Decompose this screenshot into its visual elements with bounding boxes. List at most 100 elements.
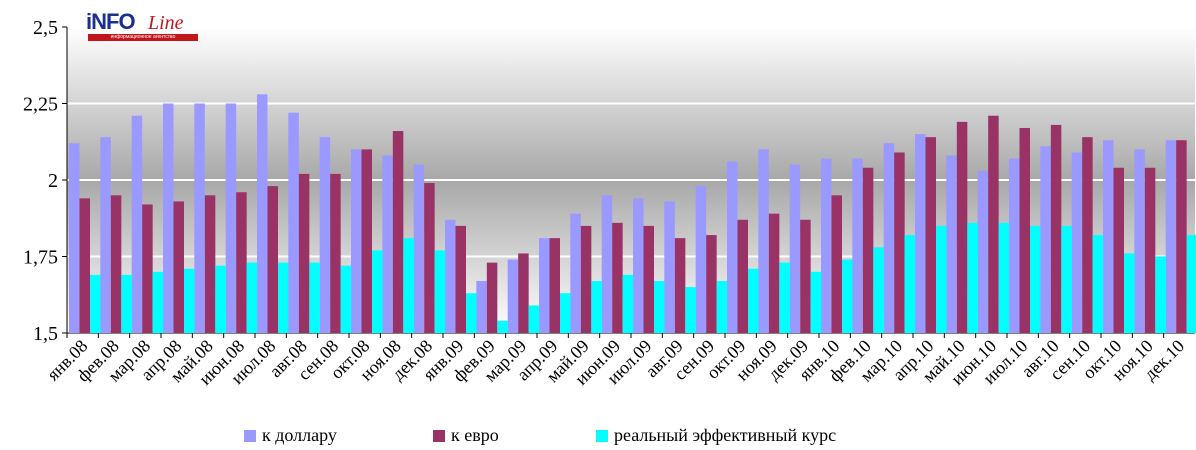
bar-effective: [779, 262, 790, 333]
bar-euro: [1176, 140, 1187, 333]
bar-effective: [748, 268, 759, 333]
bar-euro: [486, 262, 498, 333]
bar-dollar: [570, 213, 581, 333]
legend-item-effective: реальный эффективный курс: [596, 425, 836, 446]
bar-effective: [90, 274, 101, 333]
bar-effective: [936, 225, 947, 333]
bar-effective: [967, 222, 978, 333]
bar-effective: [184, 268, 195, 333]
bar-effective: [622, 274, 634, 333]
bar-effective: [560, 293, 571, 333]
bar-euro: [424, 183, 435, 333]
bar-dollar: [946, 155, 957, 333]
bar-euro: [862, 167, 874, 333]
bar-euro: [392, 131, 404, 333]
bar-euro: [580, 225, 592, 333]
bar-dollar: [1071, 152, 1083, 333]
bar-effective: [528, 305, 540, 333]
bar-euro: [142, 204, 153, 333]
y-tick-label: 2: [48, 170, 58, 192]
bar-dollar: [633, 198, 644, 333]
bar-euro: [298, 173, 310, 333]
y-tick-label: 2,5: [33, 17, 58, 39]
bar-effective: [904, 235, 916, 333]
bar-dollar: [131, 115, 143, 334]
bar-euro: [706, 235, 717, 333]
legend-label-euro: к евро: [451, 425, 499, 445]
bar-effective: [278, 262, 289, 333]
bar-effective: [1092, 235, 1104, 333]
y-tick-label: 1,75: [23, 247, 58, 269]
legend-item-dollar: к доллару: [244, 425, 337, 446]
bar-dollar: [852, 158, 863, 333]
infoline-logo: iNFO Line информационное агентство: [86, 10, 201, 44]
bar-dollar: [194, 103, 205, 333]
bar-effective: [1124, 253, 1135, 333]
bar-dollar: [758, 149, 769, 333]
bar-effective: [1155, 256, 1166, 333]
legend-swatch-dollar: [244, 429, 256, 442]
y-tick-label: 2,25: [23, 94, 58, 116]
bar-dollar: [1009, 158, 1020, 333]
bar-euro: [800, 219, 811, 333]
bar-euro: [110, 195, 122, 333]
y-tick-label: 1,5: [33, 323, 58, 345]
bar-dollar: [664, 201, 675, 333]
bar-dollar: [1040, 146, 1051, 333]
bar-euro: [361, 149, 372, 333]
bar-dollar: [69, 143, 80, 333]
bar-euro: [1113, 167, 1124, 333]
chart-legend: к доллару к евро реальный эффективный ку…: [0, 425, 1196, 449]
bar-euro: [330, 173, 341, 333]
bar-effective: [497, 320, 508, 333]
bar-effective: [810, 271, 822, 333]
bar-euro: [204, 195, 216, 333]
bar-euro: [674, 238, 686, 333]
bar-dollar: [1103, 140, 1114, 333]
bar-effective: [246, 262, 258, 333]
bar-effective: [121, 274, 132, 333]
bar-dollar: [445, 219, 456, 333]
bar-dollar: [288, 112, 299, 334]
bar-dollar: [163, 103, 174, 333]
bar-euro: [236, 192, 247, 333]
bar-dollar: [507, 259, 519, 333]
bar-effective: [842, 259, 853, 333]
bar-effective: [716, 280, 728, 333]
bar-effective: [434, 250, 446, 333]
bar-effective: [466, 293, 477, 333]
bar-effective: [1061, 225, 1072, 333]
logo-tagline: информационное агентство: [88, 34, 198, 41]
legend-label-dollar: к доллару: [262, 425, 337, 445]
bar-euro: [173, 201, 184, 333]
bar-dollar: [915, 134, 926, 333]
bar-euro: [518, 253, 529, 333]
bar-effective: [685, 287, 696, 333]
bar-effective: [403, 238, 414, 333]
bar-euro: [549, 238, 560, 333]
legend-label-effective: реальный эффективный курс: [614, 425, 837, 445]
bar-dollar: [382, 155, 393, 333]
bar-effective: [873, 247, 884, 333]
bar-dollar: [789, 164, 801, 333]
bar-euro: [79, 198, 90, 333]
bar-euro: [267, 186, 278, 333]
bar-effective: [591, 280, 602, 333]
bar-effective: [1030, 225, 1041, 333]
bar-effective: [998, 222, 1010, 333]
bar-effective: [215, 265, 226, 333]
bar-euro: [956, 121, 968, 333]
bar-euro: [925, 137, 936, 333]
bar-euro: [737, 219, 748, 333]
bar-dollar: [1165, 140, 1177, 333]
bar-effective: [372, 250, 383, 333]
bar-euro: [894, 152, 905, 333]
bar-euro: [612, 222, 623, 333]
bar-euro: [643, 225, 654, 333]
bar-effective: [152, 271, 164, 333]
bar-euro: [988, 115, 999, 334]
bar-euro: [831, 195, 842, 333]
logo-script: Line: [148, 12, 184, 34]
bar-effective: [309, 262, 320, 333]
bar-dollar: [539, 238, 550, 333]
